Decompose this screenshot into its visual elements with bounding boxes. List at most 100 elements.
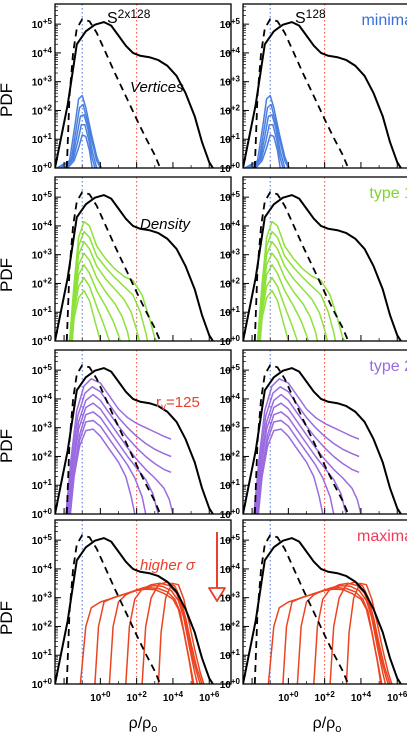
series-line-type1-6 (71, 276, 111, 341)
series-line-type1-6 (259, 276, 299, 341)
y-tick-label: 10+3 (220, 248, 241, 262)
y-tick-label: 10+4 (32, 219, 53, 233)
series-line-type1-7 (259, 289, 290, 341)
y-tick-exp: +1 (231, 132, 241, 141)
y-tick-base: 10 (220, 565, 232, 576)
y-tick-base: 10 (220, 251, 232, 262)
plot-area (243, 18, 402, 168)
y-tick-label: 10+3 (32, 75, 53, 89)
series-line-minima-2 (247, 103, 290, 168)
y-tick-exp: +0 (43, 677, 53, 686)
y-tick-exp: +1 (43, 478, 53, 487)
y-tick-base: 10 (220, 308, 232, 319)
series-line-type1-2 (257, 230, 337, 341)
x-tick-label: 10+0 (278, 690, 299, 704)
y-tick-base: 10 (220, 135, 232, 146)
panel-5: 10+010+110+210+310+410+5rv=125 (32, 349, 232, 521)
y-tick-label: 10+5 (220, 17, 241, 31)
sample-label-base: S (107, 10, 118, 27)
y-tick-label: 10+3 (32, 421, 53, 435)
y-tick-label: 10+1 (32, 648, 53, 662)
y-tick-label: 10+5 (32, 190, 53, 204)
series-line-type2-7 (69, 428, 136, 514)
y-tick-base: 10 (32, 680, 44, 691)
y-tick-exp: +4 (43, 46, 53, 55)
y-tick-base: 10 (32, 20, 44, 31)
series-line-type2-5 (68, 411, 160, 514)
x-tick-label: 10+6 (199, 690, 220, 704)
y-tick-label: 10+3 (32, 591, 53, 605)
y-tick-label: 10+5 (220, 190, 241, 204)
y-tick-base: 10 (32, 622, 44, 633)
y-axis-label-row-1: PDF (0, 83, 16, 117)
y-tick-exp: +5 (231, 533, 241, 542)
series-line-type2-6 (256, 419, 335, 514)
annotation-sub: v (161, 402, 166, 413)
y-tick-base: 10 (220, 366, 232, 377)
y-tick-label: 10+0 (32, 677, 53, 691)
y-tick-base: 10 (32, 279, 44, 290)
y-tick-label: 10+4 (220, 219, 241, 233)
y-tick-exp: +2 (43, 449, 53, 458)
y-tick-exp: +3 (231, 591, 241, 600)
y-tick-label: 10+2 (32, 276, 53, 290)
y-tick-exp: +5 (231, 190, 241, 199)
y-tick-base: 10 (32, 49, 44, 60)
x-tick-exp: +2 (138, 690, 148, 699)
series-line-minima-5 (255, 134, 281, 168)
plot-area (243, 364, 402, 514)
gaussian-dashed-line (65, 191, 162, 341)
y-tick-label: 10+0 (32, 161, 53, 175)
plot-area (243, 534, 402, 684)
panel-2: 10+010+110+210+310+410+5minimaS128 (220, 3, 407, 175)
y-tick-base: 10 (220, 164, 232, 175)
series-line-type2-1 (65, 378, 172, 514)
series-line-maxima-2 (94, 586, 195, 684)
annotation-text: Density (140, 216, 192, 233)
x-tick-base: 10 (278, 693, 290, 704)
sample-label-sup: 2x128 (118, 7, 151, 21)
y-tick-base: 10 (220, 20, 232, 31)
y-tick-label: 10+0 (220, 507, 241, 521)
y-tick-base: 10 (32, 222, 44, 233)
y-tick-label: 10+2 (220, 103, 241, 117)
x-tick-exp: +2 (326, 690, 336, 699)
y-tick-exp: +4 (231, 219, 241, 228)
gaussian-dashed-line (253, 18, 350, 168)
y-tick-label: 10+2 (32, 449, 53, 463)
total-pdf-line (243, 367, 402, 514)
sample-label-sup: 128 (306, 7, 326, 21)
annotation-text: higher σ (140, 557, 196, 574)
y-tick-base: 10 (32, 594, 44, 605)
total-pdf-line (55, 194, 214, 341)
y-tick-exp: +2 (231, 619, 241, 628)
total-pdf-line (243, 537, 402, 684)
y-tick-exp: +4 (43, 392, 53, 401)
panel-8: 10+010+110+210+310+410+510+0 10+2 10+4 10+6… (220, 519, 407, 704)
y-axis-label-row-2: PDF (0, 258, 16, 292)
total-pdf-line (243, 194, 402, 341)
plot-area (55, 18, 214, 168)
y-tick-label: 10+5 (220, 363, 241, 377)
y-tick-base: 10 (32, 135, 44, 146)
x-tick-base: 10 (315, 693, 327, 704)
y-tick-label: 10+1 (220, 648, 241, 662)
y-tick-label: 10+3 (32, 248, 53, 262)
y-tick-label: 10+5 (32, 17, 53, 31)
y-tick-exp: +3 (43, 421, 53, 430)
series-line-type1-7 (71, 289, 102, 341)
y-tick-exp: +5 (43, 533, 53, 542)
series-line-minima-4 (253, 124, 284, 168)
panel-label: type 2 (369, 358, 407, 375)
series-line-type2-4 (255, 402, 362, 514)
plot-area (55, 191, 214, 341)
y-tick-exp: +4 (231, 392, 241, 401)
y-tick-label: 10+3 (220, 421, 241, 435)
y-tick-exp: +1 (43, 305, 53, 314)
y-tick-exp: +4 (231, 562, 241, 571)
x-tick-base: 10 (199, 693, 211, 704)
series-line-type1-5 (71, 264, 122, 341)
y-tick-exp: +1 (231, 305, 241, 314)
x-tick-exp: +0 (101, 690, 111, 699)
y-tick-base: 10 (32, 164, 44, 175)
